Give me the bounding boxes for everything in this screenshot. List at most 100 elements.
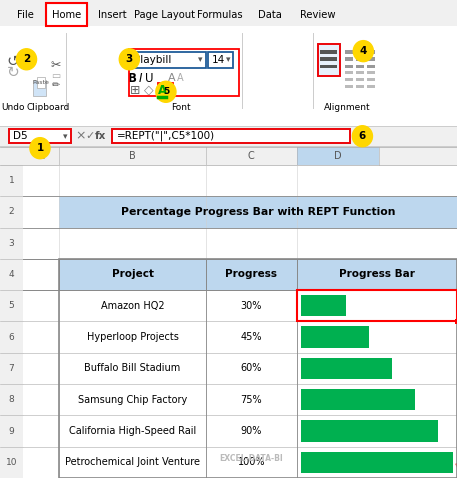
- Text: 14: 14: [212, 55, 225, 65]
- Bar: [297, 147, 379, 165]
- Bar: [318, 44, 340, 76]
- Text: Buffalo Bill Stadium: Buffalo Bill Stadium: [85, 363, 181, 373]
- Bar: [356, 78, 364, 81]
- Text: D5: D5: [13, 131, 27, 141]
- Bar: [37, 77, 45, 88]
- Text: 5: 5: [9, 301, 14, 310]
- Bar: [367, 71, 375, 74]
- Text: Percentage Progress Bar with REPT Function: Percentage Progress Bar with REPT Functi…: [121, 207, 395, 217]
- Bar: [208, 52, 233, 68]
- Text: 4: 4: [9, 270, 14, 279]
- Bar: [9, 129, 71, 143]
- Text: File: File: [17, 10, 33, 20]
- Bar: [356, 57, 364, 61]
- Text: 8: 8: [9, 395, 14, 404]
- Text: California High-Speed Rail: California High-Speed Rail: [69, 426, 196, 436]
- Bar: [0, 147, 457, 165]
- Text: Amazon HQ2: Amazon HQ2: [101, 301, 165, 311]
- Text: Progress: Progress: [225, 270, 277, 280]
- Text: 2: 2: [23, 54, 30, 64]
- Bar: [320, 65, 337, 68]
- Bar: [46, 3, 87, 26]
- Bar: [301, 420, 438, 442]
- Bar: [46, 3, 87, 26]
- Text: ×: ×: [75, 129, 85, 142]
- Text: Progress Bar: Progress Bar: [339, 270, 415, 280]
- Text: ↻: ↻: [6, 65, 19, 80]
- Text: 3: 3: [126, 54, 133, 64]
- Bar: [33, 80, 46, 96]
- Bar: [206, 259, 297, 290]
- Bar: [345, 50, 353, 54]
- Bar: [367, 57, 375, 61]
- Bar: [301, 452, 453, 473]
- Bar: [297, 259, 457, 290]
- Bar: [367, 65, 375, 68]
- Bar: [301, 389, 415, 411]
- Text: 60%: 60%: [241, 363, 262, 373]
- Text: EXCEL-DATA-BI: EXCEL-DATA-BI: [219, 455, 283, 463]
- Bar: [301, 326, 369, 348]
- Text: Playbill: Playbill: [134, 55, 171, 65]
- Text: ✓: ✓: [86, 131, 95, 141]
- Text: ✂: ✂: [51, 59, 61, 73]
- Text: A: A: [168, 74, 175, 83]
- Text: A: A: [177, 74, 183, 83]
- Circle shape: [353, 41, 373, 62]
- Text: ▾: ▾: [226, 55, 231, 65]
- Text: 9: 9: [9, 426, 14, 435]
- Circle shape: [119, 49, 139, 70]
- Bar: [0, 165, 23, 478]
- Bar: [197, 3, 242, 26]
- Text: Home: Home: [52, 10, 81, 20]
- Bar: [59, 259, 457, 478]
- Circle shape: [30, 138, 50, 159]
- Bar: [137, 3, 192, 26]
- Text: 75%: 75%: [240, 395, 262, 405]
- Bar: [356, 71, 364, 74]
- Text: Font: Font: [171, 103, 190, 112]
- Text: 3: 3: [9, 239, 14, 248]
- Text: 5: 5: [163, 87, 169, 96]
- Text: B: B: [128, 72, 137, 85]
- Text: ▾: ▾: [167, 86, 171, 95]
- Text: 6: 6: [9, 333, 14, 342]
- Text: 45%: 45%: [240, 332, 262, 342]
- Bar: [297, 3, 338, 26]
- Text: Samsung Chip Factory: Samsung Chip Factory: [78, 395, 187, 405]
- Bar: [0, 126, 457, 146]
- Text: 7: 7: [9, 364, 14, 373]
- Bar: [345, 57, 353, 61]
- Text: 90%: 90%: [241, 426, 262, 436]
- Bar: [112, 129, 350, 143]
- Text: Formulas: Formulas: [197, 10, 242, 20]
- Bar: [367, 85, 375, 88]
- Text: Project: Project: [112, 270, 154, 280]
- Bar: [112, 129, 350, 143]
- Text: ✏: ✏: [52, 80, 60, 90]
- Bar: [455, 319, 457, 324]
- Text: 10: 10: [5, 458, 17, 467]
- Bar: [0, 26, 457, 127]
- Text: 30%: 30%: [241, 301, 262, 311]
- Bar: [356, 50, 364, 54]
- Bar: [23, 165, 457, 478]
- Bar: [297, 290, 457, 321]
- Text: 1: 1: [9, 176, 14, 185]
- Text: Alignment: Alignment: [324, 103, 371, 112]
- Bar: [158, 83, 173, 94]
- Circle shape: [16, 49, 37, 70]
- Text: ↺: ↺: [6, 54, 19, 69]
- Text: Petrochemical Joint Venture: Petrochemical Joint Venture: [65, 457, 200, 467]
- Text: Insert: Insert: [98, 10, 126, 20]
- Text: 1: 1: [37, 143, 43, 153]
- Text: I: I: [139, 72, 143, 85]
- Text: C: C: [248, 151, 255, 161]
- Text: ▭: ▭: [52, 71, 61, 80]
- Text: Clipboard: Clipboard: [27, 103, 69, 112]
- Text: 2: 2: [9, 207, 14, 217]
- Bar: [345, 65, 353, 68]
- Text: 4: 4: [360, 46, 367, 56]
- Bar: [59, 196, 457, 228]
- Text: U: U: [145, 72, 154, 85]
